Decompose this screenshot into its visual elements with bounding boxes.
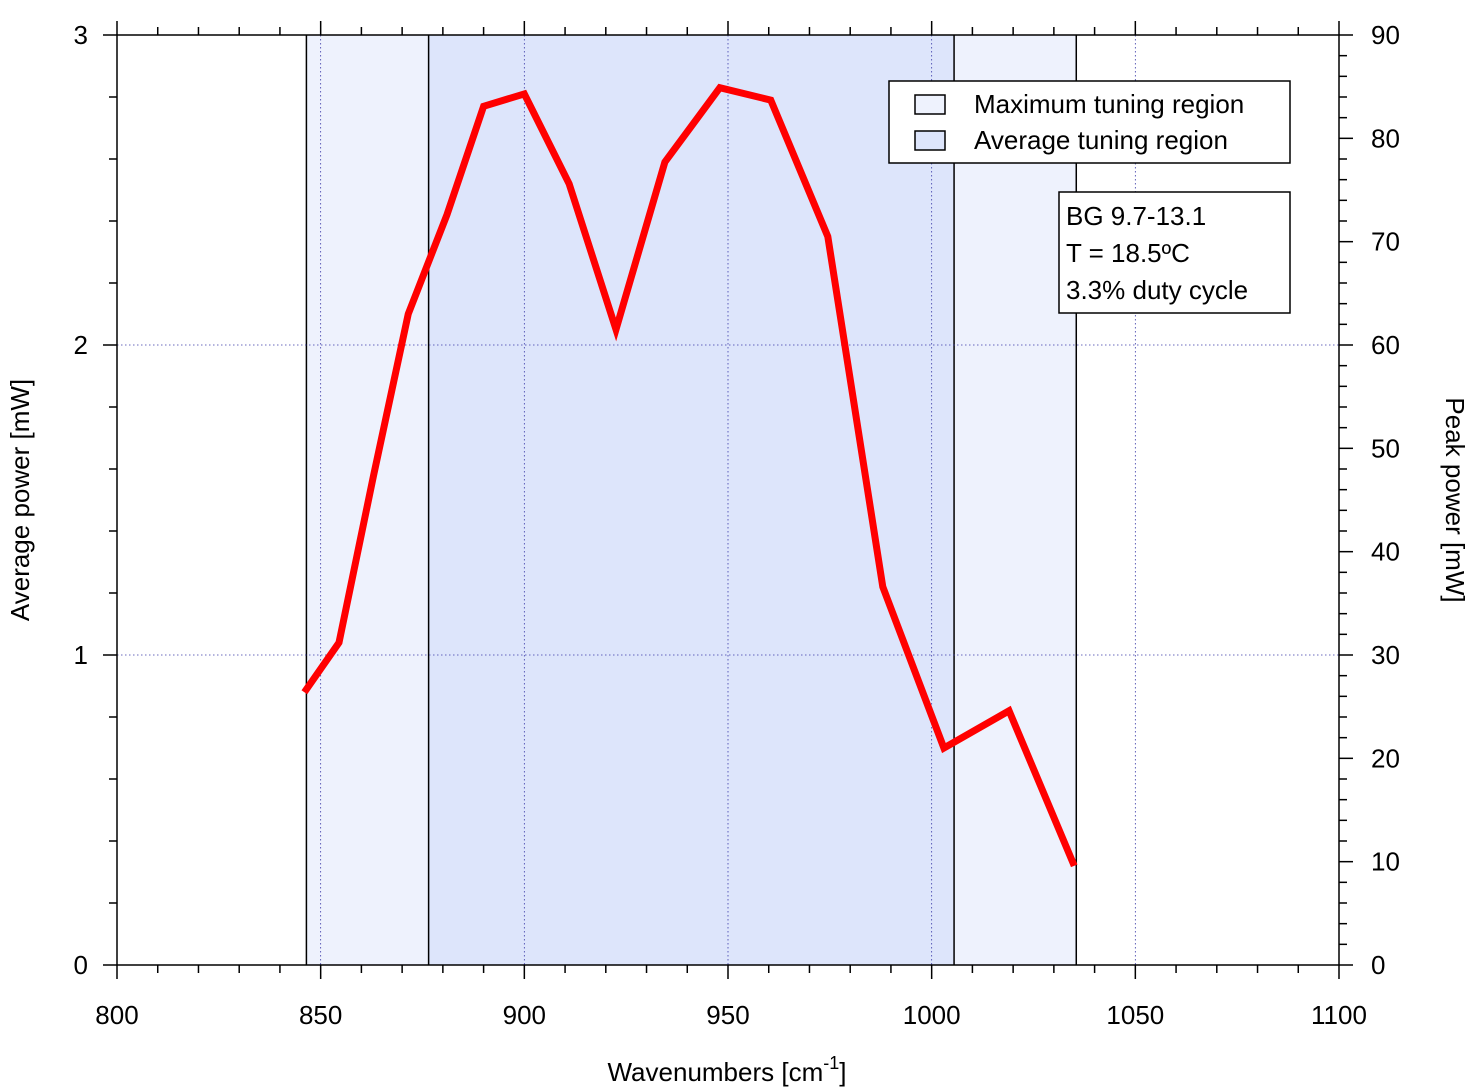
y2-tick-label: 70: [1371, 227, 1400, 257]
y-tick-labels: 0 1 2 3: [74, 20, 88, 980]
x-tick-label: 1100: [1311, 1000, 1367, 1030]
x-tick-labels: 800 850 900 950 1000 1050 1100: [95, 1000, 1367, 1030]
annotation-line-1: BG 9.7-13.1: [1066, 201, 1206, 231]
y2-tick-labels: 0 10 20 30 40 50 60 70 80 90: [1371, 20, 1400, 980]
x-axis-label: Wavenumbers [cm-1]: [607, 1053, 846, 1087]
y2-tick-label: 30: [1371, 640, 1400, 670]
region-1: [428, 35, 955, 965]
legend-swatch-maximum: [914, 94, 946, 115]
y-axis-label: Average power [mW]: [5, 379, 35, 621]
y2-axis-label: Peak power [mW]: [1440, 397, 1470, 602]
annotation-line-2: T = 18.5ºC: [1066, 238, 1190, 268]
annotation-line-3: 3.3% duty cycle: [1066, 275, 1248, 305]
y-tick-label: 2: [74, 330, 88, 360]
grid-lines: [117, 35, 1339, 965]
annotation-box: BG 9.7-13.1 T = 18.5ºC 3.3% duty cycle: [1058, 191, 1291, 314]
tuning-regions: [305, 35, 1078, 965]
x-tick-label: 1000: [903, 1000, 961, 1030]
axis-ticks: [103, 21, 1353, 979]
y-tick-label: 0: [74, 950, 88, 980]
legend-label-maximum: Maximum tuning region: [974, 89, 1244, 119]
y2-tick-label: 0: [1371, 950, 1385, 980]
x-tick-label: 950: [706, 1000, 749, 1030]
series-line-0: [301, 83, 1078, 868]
y-tick-label: 3: [74, 20, 88, 50]
x-tick-label: 900: [503, 1000, 546, 1030]
y-tick-label: 1: [74, 640, 88, 670]
x-tick-label: 850: [299, 1000, 342, 1030]
series-layer: [301, 83, 1078, 868]
x-tick-label: 1050: [1106, 1000, 1164, 1030]
y2-tick-label: 20: [1371, 743, 1400, 773]
annotation-frame: [1058, 191, 1291, 314]
legend-swatch-average: [914, 130, 946, 151]
y2-tick-label: 50: [1371, 433, 1400, 463]
y2-tick-label: 60: [1371, 330, 1400, 360]
legend-box: [888, 80, 1291, 164]
legend-label-average: Average tuning region: [974, 125, 1228, 155]
y2-tick-label: 80: [1371, 123, 1400, 153]
y2-tick-label: 10: [1371, 847, 1400, 877]
y2-tick-label: 40: [1371, 537, 1400, 567]
legend: Maximum tuning region Average tuning reg…: [888, 80, 1291, 164]
x-tick-label: 800: [95, 1000, 138, 1030]
y2-tick-label: 90: [1371, 20, 1400, 50]
